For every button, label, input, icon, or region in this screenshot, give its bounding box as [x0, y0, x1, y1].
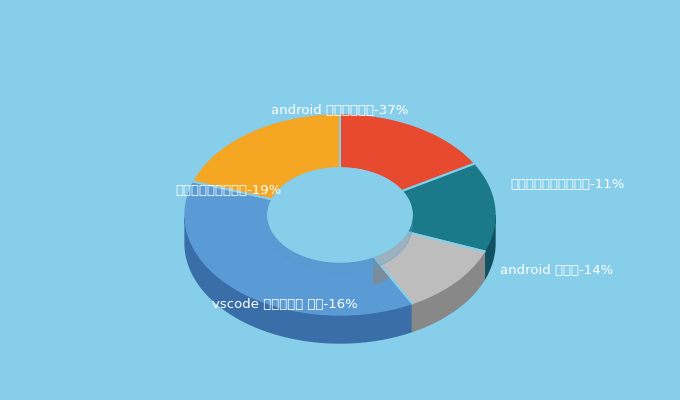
Polygon shape [268, 216, 373, 290]
Polygon shape [185, 182, 412, 315]
Text: ガウシアンフィルタ-19%: ガウシアンフィルタ-19% [175, 184, 282, 196]
Polygon shape [194, 115, 340, 199]
Polygon shape [373, 232, 407, 284]
Polygon shape [412, 251, 484, 332]
Polygon shape [340, 115, 473, 191]
Polygon shape [268, 168, 412, 262]
Text: vscode インデント 整形-16%: vscode インデント 整形-16% [212, 298, 358, 312]
Text: android エミュレータ-37%: android エミュレータ-37% [271, 104, 409, 116]
Polygon shape [402, 164, 495, 251]
Polygon shape [407, 215, 412, 260]
Polygon shape [268, 168, 412, 262]
Text: ラプラシアンフィルタ-11%: ラプラシアンフィルタ-11% [510, 178, 624, 192]
Polygon shape [268, 215, 412, 273]
Polygon shape [484, 215, 495, 279]
Polygon shape [373, 232, 484, 304]
Text: android エミュ-14%: android エミュ-14% [500, 264, 613, 276]
Polygon shape [185, 218, 412, 343]
